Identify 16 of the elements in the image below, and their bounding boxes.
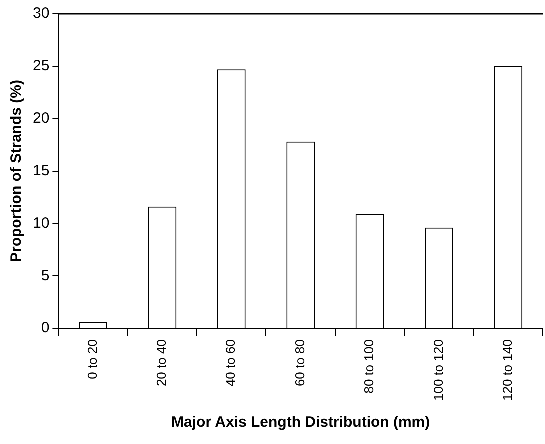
y-tick-label: 25 (32, 58, 50, 75)
y-tick-label: 0 (41, 320, 50, 337)
y-tick-label: 20 (32, 110, 50, 127)
x-tick-label: 80 to 100 (362, 340, 377, 394)
x-tick-label: 100 to 120 (430, 340, 446, 402)
y-tick-label: 15 (32, 162, 50, 180)
x-tick-label: 0 to 20 (84, 340, 100, 380)
x-tick-label: 120 to 140 (500, 340, 515, 402)
y-tick-label: 5 (41, 267, 50, 284)
y-axis-title: Proportion of Strands (%) (8, 80, 26, 263)
x-tick-label: 40 to 60 (223, 340, 238, 387)
y-tick-label: 30 (32, 5, 50, 22)
x-tick-label: 60 to 80 (292, 340, 308, 387)
x-tick-label: 20 to 40 (154, 340, 170, 387)
x-axis-title: Major Axis Length Distribution (mm) (172, 414, 430, 432)
y-tick-label: 10 (32, 214, 50, 232)
